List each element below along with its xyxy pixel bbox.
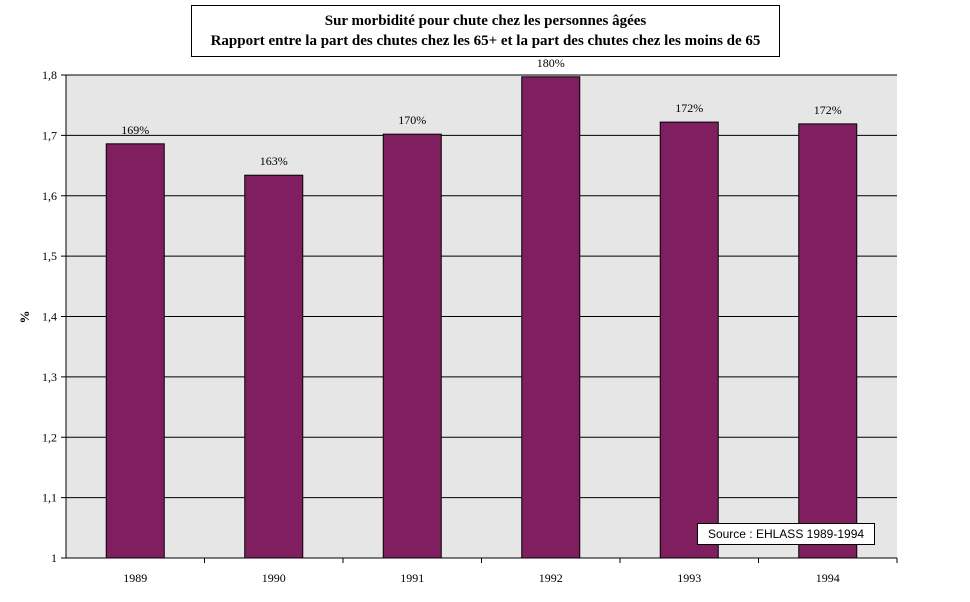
bar-1992	[521, 76, 581, 559]
chart-subtitle: Rapport entre la part des chutes chez le…	[210, 33, 761, 49]
bar-1993	[659, 121, 719, 559]
source-note: Source : EHLASS 1989-1994	[697, 523, 875, 545]
y-tick-label: 1	[51, 551, 57, 565]
y-tick-label: 1,5	[42, 249, 57, 263]
bar-1989	[105, 143, 165, 559]
bar-1990	[244, 174, 304, 559]
y-tick-label: 1,3	[42, 370, 57, 384]
y-axis-label: %	[17, 311, 32, 324]
y-tick-label: 1,4	[42, 310, 57, 324]
y-tick-label: 1,6	[42, 189, 57, 203]
x-tick-label: 1992	[539, 571, 563, 585]
chart-title-box: Sur morbidité pour chute chez les person…	[191, 5, 780, 57]
data-label: 172%	[814, 103, 842, 117]
x-tick-label: 1994	[816, 571, 840, 585]
y-tick-label: 1,7	[42, 128, 57, 142]
data-label: 169%	[121, 123, 149, 137]
data-label: 180%	[537, 56, 565, 70]
y-tick-label: 1,1	[42, 491, 57, 505]
axes	[61, 74, 898, 563]
gridlines	[66, 74, 897, 499]
x-tick-label: 1993	[677, 571, 701, 585]
x-tick-label: 1991	[400, 571, 424, 585]
x-tick-label: 1989	[123, 571, 147, 585]
bar-1991	[382, 133, 442, 559]
y-tick-label: 1,2	[42, 430, 57, 444]
data-label: 163%	[260, 154, 288, 168]
data-label: 170%	[398, 113, 426, 127]
data-label: 172%	[675, 101, 703, 115]
bar-1994	[798, 123, 858, 559]
labels: 1 1,1 1,2 1,3 1,4 1,5 1,6 1,7 1,8 169% 1989 163% 199…	[42, 56, 842, 585]
x-tick-label: 1990	[262, 571, 286, 585]
y-tick-label: 1,8	[42, 68, 57, 82]
chart-title: Sur morbidité pour chute chez les person…	[324, 13, 647, 29]
